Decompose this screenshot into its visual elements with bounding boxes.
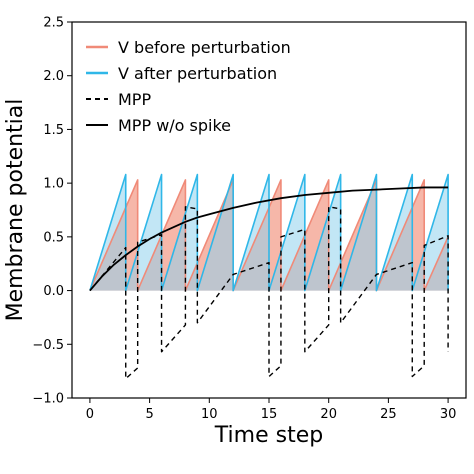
y-tick-label: 1.5 bbox=[43, 123, 64, 138]
y-tick-label: −0.5 bbox=[32, 338, 64, 353]
x-axis: 0 5 10 15 20 25 30 bbox=[86, 398, 457, 422]
x-tick-label: 10 bbox=[201, 407, 218, 422]
legend-label: MPP w/o spike bbox=[118, 116, 231, 135]
legend-label: MPP bbox=[118, 90, 151, 109]
x-tick-label: 15 bbox=[261, 407, 278, 422]
x-axis-label: Time step bbox=[214, 423, 323, 448]
legend-item-mpp-w-o-spike: MPP w/o spike bbox=[86, 116, 231, 135]
legend-item-v-after-perturbation: V after perturbation bbox=[86, 64, 277, 83]
y-axis-label: Membrane potential bbox=[3, 99, 28, 322]
x-tick-label: 20 bbox=[320, 407, 337, 422]
legend: V before perturbation V after perturbatio… bbox=[86, 38, 291, 135]
legend-item-mpp: MPP bbox=[86, 90, 151, 109]
y-tick-label: 1.0 bbox=[43, 177, 64, 192]
y-tick-label: 2.0 bbox=[43, 69, 64, 84]
y-tick-label: 0.5 bbox=[43, 230, 64, 245]
x-tick-label: 25 bbox=[380, 407, 397, 422]
legend-item-v-before-perturbation: V before perturbation bbox=[86, 38, 291, 57]
y-tick-label: 2.5 bbox=[43, 16, 64, 31]
x-tick-label: 5 bbox=[145, 407, 153, 422]
x-tick-label: 0 bbox=[86, 407, 94, 422]
mpp-w-o-spike-line bbox=[89, 186, 449, 292]
x-tick-label: 30 bbox=[440, 407, 457, 422]
series-lines bbox=[89, 173, 449, 380]
legend-label: V after perturbation bbox=[118, 64, 277, 83]
legend-label: V before perturbation bbox=[118, 38, 291, 57]
y-axis: −1.0 −0.5 0.0 0.5 1.0 1.5 2.0 2.5 bbox=[32, 16, 72, 407]
y-tick-label: 0.0 bbox=[43, 284, 64, 299]
y-tick-label: −1.0 bbox=[32, 392, 64, 407]
